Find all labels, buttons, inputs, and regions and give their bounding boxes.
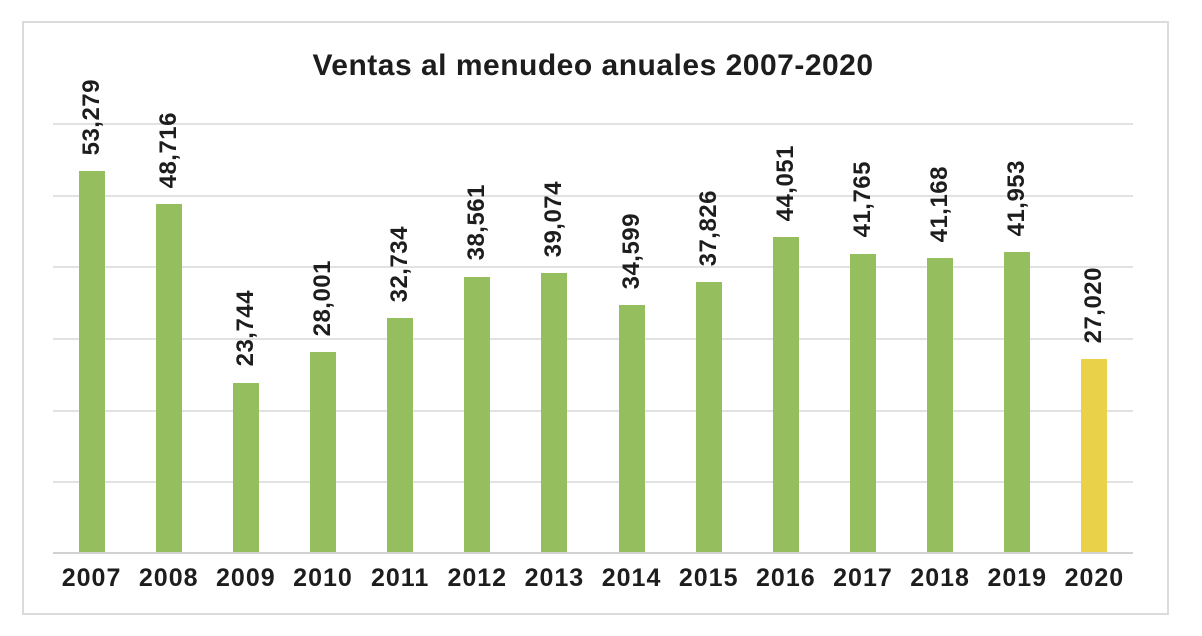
gridline <box>53 481 1133 484</box>
x-tick-label: 2007 <box>61 564 122 592</box>
plot-area: 53,279 48,716 23,744 28,001 32,734 38,561 39,0… <box>53 79 1133 554</box>
bar-columns: 53,279 48,716 23,744 28,001 32,734 38,561 39,0… <box>53 79 1133 553</box>
x-tick-label: 2018 <box>910 564 970 592</box>
x-axis-line <box>53 552 1133 554</box>
bar-value-label: 41,168 <box>925 165 953 242</box>
bar-value-label: 41,953 <box>1003 159 1031 237</box>
gridline <box>53 194 1133 197</box>
bar-value-label: 39,074 <box>540 180 568 257</box>
bar-2014 <box>618 305 645 553</box>
bar-value-label: 27,020 <box>1080 267 1108 344</box>
chart-frame: Ventas al menudeo anuales 2007-2020 53,2… <box>22 21 1169 615</box>
bar-2015 <box>695 281 722 553</box>
x-tick-label: 2013 <box>524 564 585 592</box>
bar-column-2019: 41,953 <box>979 123 1056 553</box>
bar-value-label: 37,826 <box>694 189 722 266</box>
bar-value-label: 28,001 <box>308 259 336 337</box>
bar-2018 <box>927 258 954 553</box>
bar-value-label: 32,734 <box>385 226 413 303</box>
bar-2016 <box>772 237 799 553</box>
bar-value-label: 38,561 <box>463 184 491 261</box>
x-tick-label: 2012 <box>447 564 508 592</box>
bar-2007 <box>78 171 105 553</box>
bar-value-label: 44,051 <box>771 144 799 222</box>
bar-value-label: 48,716 <box>154 111 182 188</box>
bar-column-2016: 44,051 <box>747 123 824 553</box>
bar-2011 <box>387 318 414 553</box>
bar-column-2012: 38,561 <box>439 123 516 553</box>
bar-column-2008: 48,716 <box>130 112 207 553</box>
bar-2013 <box>541 273 568 553</box>
x-tick-label: 2011 <box>371 564 430 592</box>
bar-column-2017: 41,765 <box>824 123 901 553</box>
bar-column-2010: 28,001 <box>284 123 361 553</box>
gridline <box>53 266 1133 269</box>
bar-column-2009: 23,744 <box>207 123 284 553</box>
bar-column-2014: 34,599 <box>593 123 670 553</box>
gridline <box>53 338 1133 340</box>
bar-column-2007: 53,279 <box>53 79 130 553</box>
bar-2019 <box>1004 252 1031 553</box>
x-tick-label: 2010 <box>293 564 353 592</box>
x-axis-tick-labels: 2007 2008 2009 2010 2011 2012 2013 2014 2015 2016… <box>53 564 1133 593</box>
gridline <box>53 409 1133 412</box>
chart-title: Ventas al menudeo anuales 2007-2020 <box>312 49 874 82</box>
x-tick-label: 2020 <box>1064 564 1125 592</box>
bar-value-label: 53,279 <box>77 78 105 156</box>
bar-2012 <box>464 276 491 553</box>
x-tick-label: 2009 <box>216 564 276 592</box>
x-tick-label: 2008 <box>138 564 199 592</box>
bar-value-label: 41,765 <box>848 161 876 238</box>
bar-2009 <box>232 382 259 553</box>
bar-2010 <box>309 352 336 553</box>
bar-column-2020: 27,020 <box>1056 123 1133 553</box>
bar-value-label: 34,599 <box>617 212 645 289</box>
x-tick-label: 2019 <box>987 564 1048 592</box>
x-tick-label: 2014 <box>601 564 662 592</box>
bar-column-2011: 32,734 <box>362 123 439 553</box>
x-tick-label: 2016 <box>756 564 816 592</box>
bar-column-2013: 39,074 <box>516 123 593 553</box>
bar-2017 <box>849 253 876 553</box>
bar-2008 <box>155 203 182 553</box>
bar-column-2018: 41,168 <box>902 123 979 553</box>
bar-2020 <box>1081 359 1108 553</box>
x-tick-label: 2015 <box>678 564 739 592</box>
bar-column-2015: 37,826 <box>670 123 747 553</box>
bar-value-label: 23,744 <box>231 290 259 367</box>
gridline <box>53 123 1133 125</box>
x-tick-label: 2017 <box>833 564 893 592</box>
